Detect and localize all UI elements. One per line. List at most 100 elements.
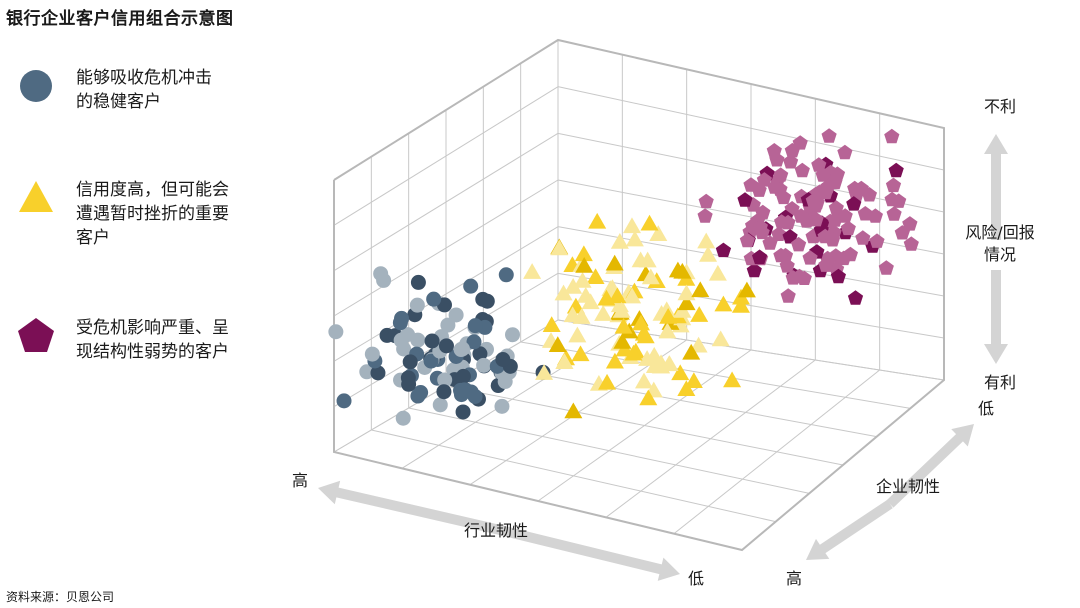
data-point-pentagon — [828, 200, 844, 215]
data-point-circle — [476, 357, 492, 373]
data-point-circle — [423, 353, 439, 369]
data-point-triangle — [605, 352, 624, 369]
data-point-pentagon — [836, 250, 852, 266]
data-point-triangle — [608, 287, 627, 304]
data-point-triangle — [576, 287, 595, 303]
data-point-triangle — [638, 350, 657, 366]
industry-high-label: 高 — [292, 471, 308, 490]
data-point-pentagon — [885, 177, 902, 193]
data-point-triangle — [671, 364, 690, 381]
data-point-circle — [505, 327, 521, 343]
data-point-triangle — [657, 301, 676, 318]
data-point-triangle — [598, 373, 617, 390]
data-point-circle — [413, 385, 429, 401]
data-point-circle — [498, 267, 514, 283]
data-point-pentagon — [793, 208, 809, 223]
data-point-triangle — [571, 345, 590, 362]
risk-arrow-up — [984, 134, 1008, 240]
grid-line — [371, 429, 776, 523]
data-point-pentagon — [857, 206, 873, 221]
data-point-pentagon — [846, 196, 862, 211]
data-point-triangle — [632, 314, 651, 331]
enterprise-arrow-high — [806, 499, 893, 560]
data-point-pentagon — [894, 225, 910, 240]
data-point-triangle — [689, 336, 708, 353]
data-point-circle — [479, 293, 495, 309]
data-point-pentagon — [847, 290, 864, 305]
enterprise-arrow-low — [886, 424, 974, 508]
data-point-circle — [426, 291, 442, 307]
data-point-triangle — [723, 371, 742, 388]
data-point-circle — [359, 364, 375, 380]
data-point-circle — [438, 338, 454, 354]
data-point-triangle — [641, 268, 660, 285]
grid-line — [557, 272, 945, 339]
grid-line — [557, 86, 945, 171]
data-point-pentagon — [808, 211, 824, 227]
industry-arrow-high — [318, 480, 502, 535]
data-point-circle — [395, 410, 411, 426]
data-point-triangle — [564, 277, 583, 294]
data-point-circle — [376, 272, 392, 288]
data-point-triangle — [677, 294, 696, 311]
data-point-circle — [455, 404, 471, 420]
data-point-pentagon — [830, 268, 846, 284]
data-point-circle — [400, 370, 416, 386]
data-point-triangle — [677, 380, 696, 397]
data-point-circle — [494, 398, 510, 414]
data-point-pentagon — [782, 229, 798, 244]
data-point-pentagon — [698, 193, 714, 209]
grid-line — [333, 132, 559, 272]
risk-arrow-down — [984, 270, 1008, 364]
data-point-triangle — [684, 372, 703, 389]
legend-item-stable: 能够吸收危机冲击 的稳健客户 — [16, 66, 276, 126]
data-point-circle — [364, 346, 380, 362]
data-point-pentagon — [746, 262, 762, 278]
data-point-circle — [436, 384, 452, 400]
data-point-pentagon — [802, 250, 818, 265]
data-point-triangle — [711, 330, 730, 347]
data-point-pentagon — [766, 143, 782, 158]
industry-axis-label: 行业韧性 — [464, 521, 528, 540]
data-point-triangle — [673, 262, 692, 279]
data-point-triangle — [612, 301, 631, 318]
data-point-pentagon — [815, 167, 831, 182]
data-point-pentagon — [715, 242, 732, 258]
data-point-pentagon — [821, 128, 837, 143]
enterprise-axis-label: 企业韧性 — [876, 477, 940, 496]
data-point-triangle — [658, 322, 677, 339]
data-point-pentagon — [697, 208, 713, 223]
data-point-pentagon — [752, 249, 768, 265]
data-point-pentagon — [792, 135, 808, 150]
data-point-circle — [472, 346, 488, 362]
data-point-triangle — [586, 268, 605, 284]
legend-label: 受危机影响严重、呈 现结构性弱势的客户 — [76, 318, 229, 362]
chart-title: 银行企业客户信用组合示意图 — [6, 9, 234, 29]
data-point-triangle — [677, 284, 696, 301]
plot-frame — [333, 38, 945, 552]
data-point-circle — [455, 368, 471, 384]
grid-line — [333, 179, 559, 317]
triangle-icon — [19, 181, 53, 212]
grid-line — [445, 385, 844, 466]
data-point-pentagon — [818, 257, 834, 272]
data-point-circle — [409, 297, 425, 313]
enterprise-low-label: 低 — [978, 399, 994, 418]
data-point-pentagon — [888, 162, 904, 178]
data-point-pentagon — [878, 260, 894, 275]
data-point-triangle — [682, 343, 701, 360]
legend-item-weak: 受危机影响严重、呈 现结构性弱势的客户 — [16, 316, 276, 376]
data-point-pentagon — [869, 233, 885, 248]
data-point-triangle — [568, 326, 587, 343]
data-point-triangle — [625, 230, 644, 247]
data-point-circle — [392, 315, 408, 331]
data-point-triangle — [640, 214, 659, 231]
data-point-triangle — [588, 212, 607, 229]
data-point-pentagon — [752, 219, 768, 234]
data-point-pentagon — [780, 288, 796, 303]
data-point-triangle — [638, 251, 657, 268]
industry-low-label: 低 — [688, 569, 704, 588]
data-point-triangle — [714, 295, 733, 312]
data-point-circle — [437, 372, 453, 388]
